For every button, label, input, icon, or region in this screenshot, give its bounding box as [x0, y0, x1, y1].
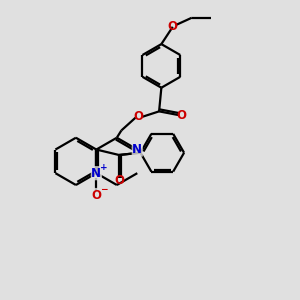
Text: +: +	[100, 163, 108, 172]
Text: −: −	[100, 185, 108, 194]
Text: N: N	[132, 143, 142, 156]
Text: O: O	[177, 109, 187, 122]
Text: O: O	[134, 110, 144, 123]
Text: O: O	[114, 174, 124, 188]
Text: O: O	[91, 188, 101, 202]
Text: N: N	[91, 167, 101, 180]
Text: O: O	[168, 20, 178, 33]
